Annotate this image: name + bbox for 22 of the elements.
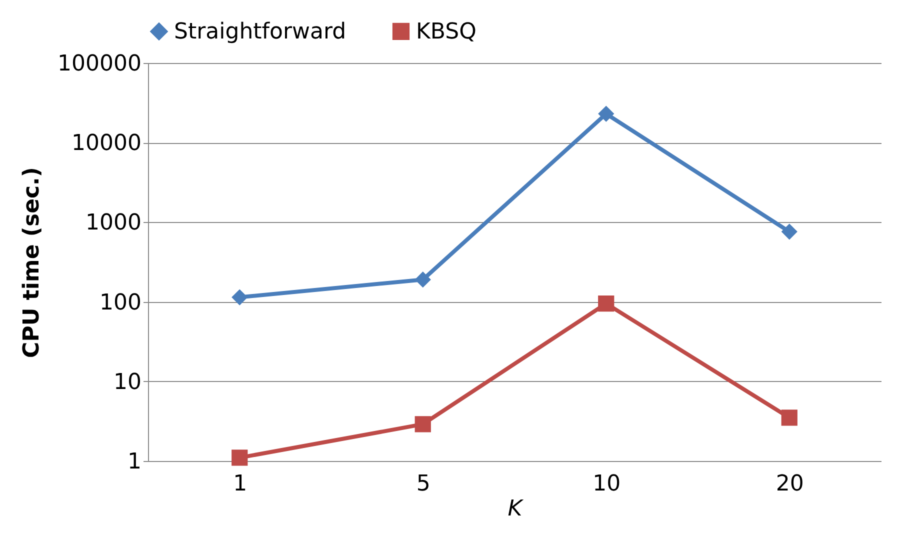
x-tick-label: 5 [416,472,430,496]
y-tick-label: 100000 [58,52,142,76]
point [414,272,431,288]
x-axis-title: K [508,496,524,522]
point [598,296,614,312]
y-tick-label: 100 [100,290,142,316]
y-tick-label: 10 [114,370,142,395]
x-tick-label: 10 [592,472,621,496]
point [414,416,431,432]
legend-label: KBSQ [416,19,476,44]
point [232,450,248,466]
legend-label: Straightforward [174,19,346,44]
point [781,410,798,426]
y-tick-label: 1 [128,450,142,474]
x-tick-label: 1 [233,472,248,496]
y-tick-label: 1000 [86,210,142,236]
point [598,106,614,122]
y-tick-label: 10000 [72,131,142,156]
x-tick-label: 20 [776,472,804,496]
point [781,224,798,240]
y-axis-title: CPU time (sec.) [20,167,45,358]
point [232,289,248,306]
